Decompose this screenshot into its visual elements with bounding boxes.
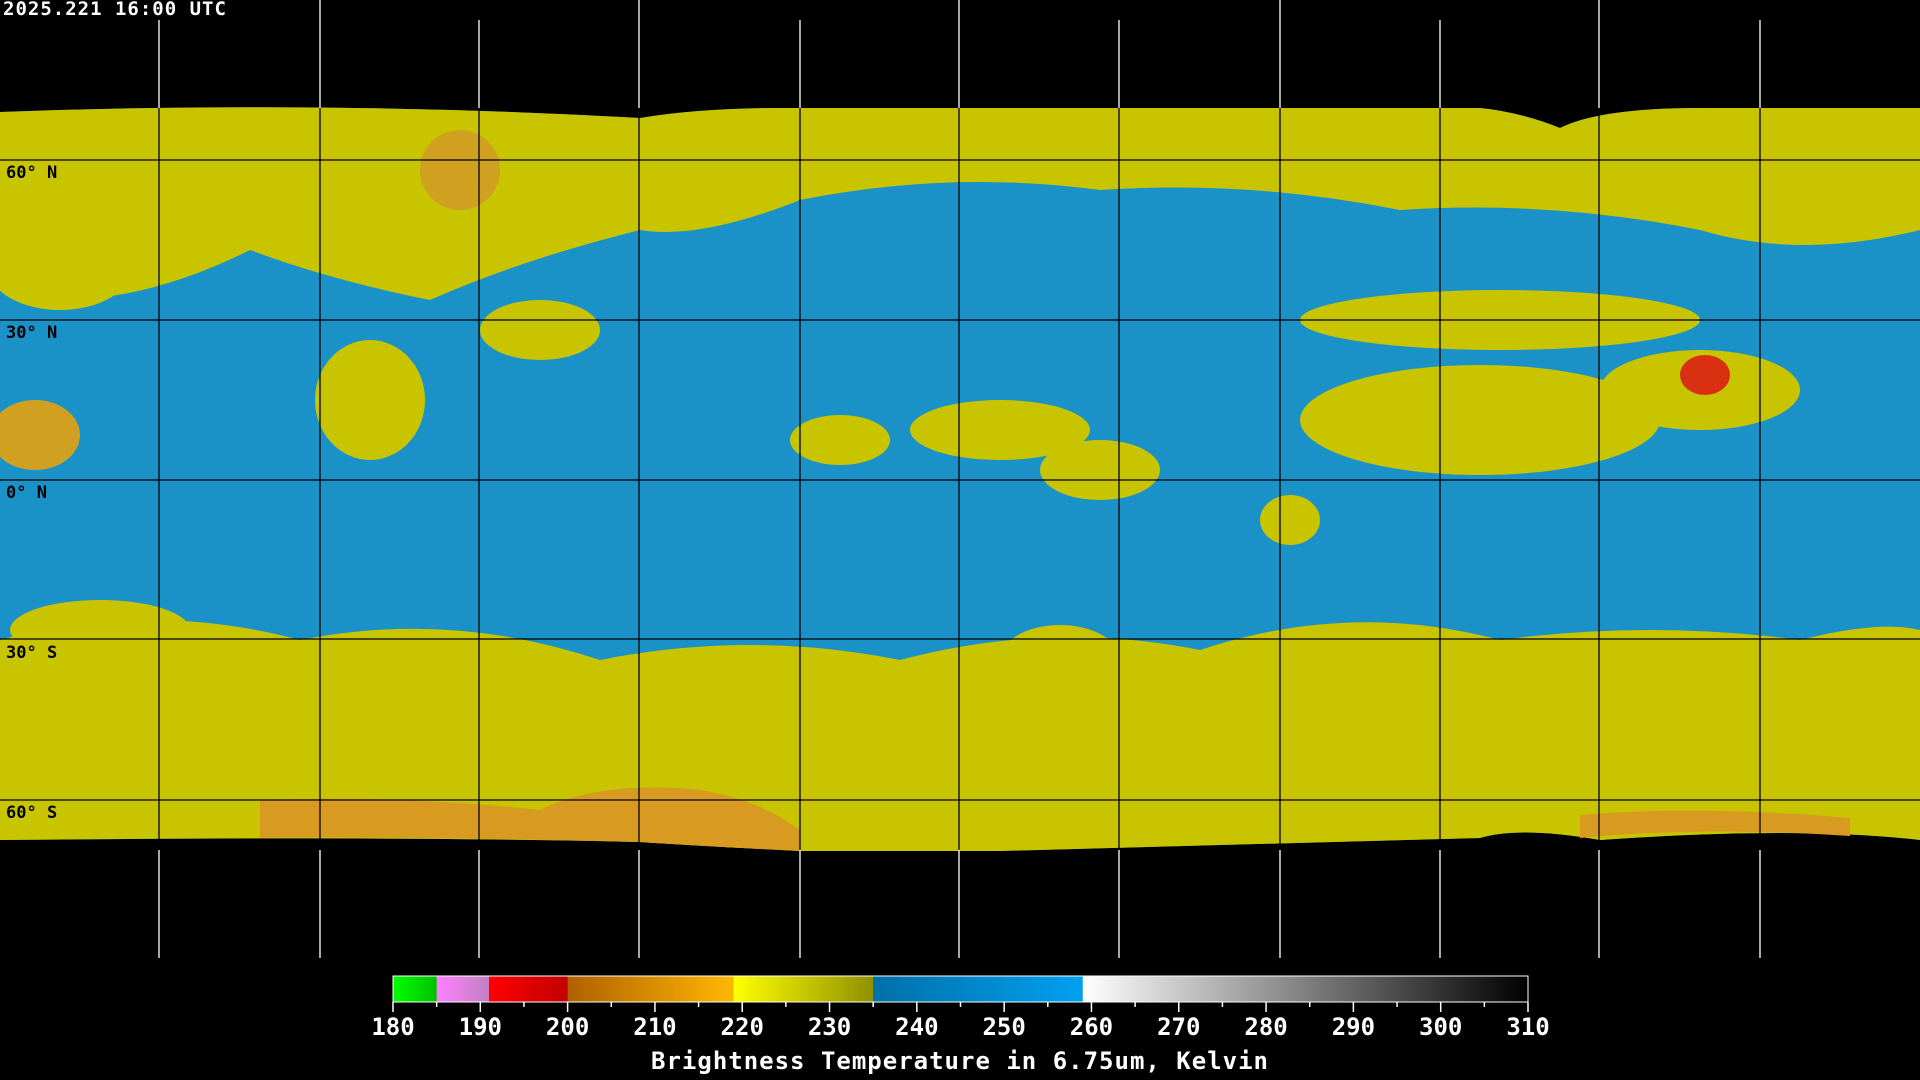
colorbar-tick-label: 270 [1157, 1013, 1201, 1041]
colorbar-tick-label: 190 [458, 1013, 502, 1041]
lat-label-60n: 60° N [6, 163, 58, 183]
colorbar-tick-label: 260 [1069, 1013, 1114, 1041]
water-vapor-map [0, 0, 1920, 960]
colorbar-tick-label: 290 [1331, 1013, 1376, 1041]
colorbar-tick-label: 250 [982, 1013, 1026, 1041]
colorbar-tick-label: 210 [633, 1013, 677, 1041]
colorbar-segment [489, 976, 569, 1002]
colorbar-tick-label: 280 [1244, 1013, 1288, 1041]
lat-lon-grid [158, 0, 1761, 958]
colorbar-tick-label: 240 [895, 1013, 939, 1041]
lat-label-30n: 30° N [6, 323, 58, 343]
colorbar-tick-label: 300 [1419, 1013, 1463, 1041]
colorbar-tick-label: 230 [807, 1013, 852, 1041]
lat-label-60s: 60° S [6, 803, 58, 823]
lat-label-0n: 0° N [6, 483, 47, 503]
timestamp: 2025.221 16:00 UTC [3, 0, 227, 20]
colorbar-tick-label: 200 [545, 1013, 590, 1041]
colorbar-segment [567, 976, 734, 1002]
colorbar-segment [873, 976, 1084, 1002]
colorbar-segment [393, 976, 438, 1002]
lat-label-30s: 30° S [6, 643, 58, 663]
colorbar-tick-label: 310 [1506, 1013, 1550, 1041]
colorbar-segment [436, 976, 490, 1002]
colorbar-title: Brightness Temperature in 6.75um, Kelvin [651, 1047, 1269, 1075]
colorbar [392, 975, 1529, 1012]
colorbar-tick-label: 180 [371, 1013, 415, 1041]
colorbar-segment [1082, 976, 1529, 1002]
colorbar-segment [733, 976, 874, 1002]
colorbar-tick-label: 220 [720, 1013, 764, 1041]
